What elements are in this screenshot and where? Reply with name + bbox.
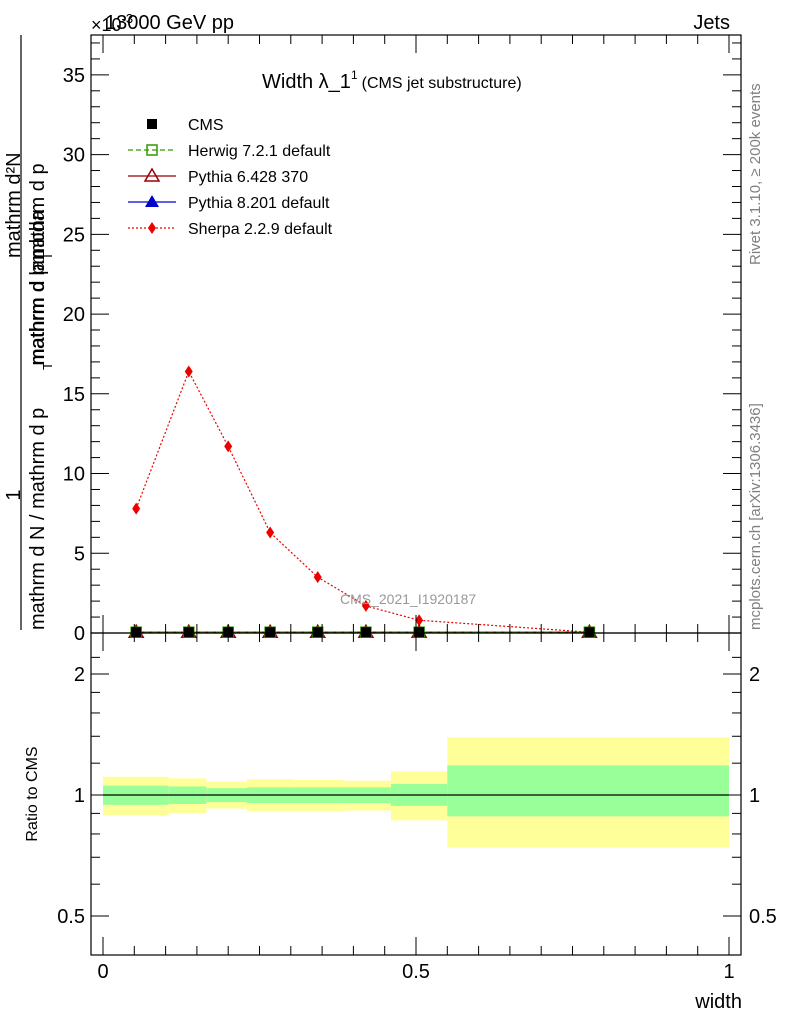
x-tick-label: 0: [97, 961, 108, 983]
legend: CMS Herwig 7.2.1 default Pythia 6.428 370 P…: [128, 117, 333, 238]
legend-marker: [147, 119, 157, 129]
series-point: [584, 627, 595, 638]
main-title-text: Width λ_1: [262, 71, 351, 93]
ratio-y-axis: 0.5 0.5 1 1 2 2: [57, 656, 777, 928]
series-point: [414, 627, 425, 638]
legend-entry: CMS: [147, 117, 224, 134]
legend-marker: [145, 195, 159, 207]
legend-marker: [148, 222, 156, 234]
ratio-y-tick-label: 1: [74, 785, 85, 807]
legend-label: CMS: [188, 117, 224, 134]
analysis-watermark: CMS_2021_I1920187: [340, 591, 476, 607]
series-point: [184, 365, 193, 378]
y-label-top: mathrm d²N: [3, 152, 25, 258]
legend-marker: [146, 144, 158, 156]
y-label-left-sub: T: [40, 362, 55, 370]
main-y-tick-label: 15: [63, 384, 85, 406]
main-y-tick-label: 5: [74, 543, 85, 565]
y-label-upper-sub: T: [40, 252, 55, 260]
legend-label: Herwig 7.2.1 default: [188, 143, 331, 160]
exponent-base: ×10: [91, 15, 122, 35]
legend-entry: Herwig 7.2.1 default: [128, 143, 331, 160]
ratio-y-tick-label-right: 0.5: [749, 906, 777, 928]
legend-entry: Sherpa 2.2.9 default: [128, 221, 333, 238]
ratio-y-tick-label-right: 2: [749, 664, 760, 686]
main-y-tick-label: 35: [63, 65, 85, 87]
exponent-label: ×10-3: [91, 11, 133, 35]
mcplots-label: mcplots.cern.ch [arXiv:1306.3436]: [747, 403, 764, 630]
main-y-axis: 0 5 10 15 20 25 30 35: [63, 42, 741, 645]
main-y-tick-label: 10: [63, 464, 85, 486]
ratio-y-tick-label: 0.5: [57, 906, 85, 928]
main-y-tick-label: 30: [63, 145, 85, 167]
legend-entry: Pythia 6.428 370: [128, 167, 308, 186]
legend-marker: [143, 167, 161, 182]
ratio-y-tick-label-right: 1: [749, 785, 760, 807]
exponent-power: -3: [122, 11, 134, 26]
series-point: [224, 440, 233, 453]
series-point: [360, 627, 371, 638]
series-line: [135, 370, 590, 633]
x-tick-label: 0.5: [402, 961, 430, 983]
legend-label: Pythia 8.201 default: [188, 195, 330, 212]
series-point: [266, 526, 275, 539]
ratio-y-tick-label: 2: [74, 664, 85, 686]
series-point: [361, 599, 370, 612]
rivet-label: Rivet 3.1.10, ≥ 200k events: [747, 83, 764, 265]
main-y-tick-label: 25: [63, 224, 85, 246]
legend-entry: Pythia 8.201 default: [128, 195, 330, 212]
category-label: Jets: [693, 12, 730, 34]
ratio-inner-band: [447, 765, 729, 817]
series-point: [131, 627, 142, 638]
y-label-upper-rest: mathrm d lambda: [27, 209, 49, 365]
ratio-x-axis: 0 0.5 1: [97, 633, 735, 983]
series-point: [132, 502, 141, 515]
ratio-panel-content: [103, 737, 729, 848]
x-tick-label: 1: [723, 961, 734, 983]
main-y-tick-label: 0: [74, 623, 85, 645]
main-x-ticks: [102, 35, 730, 633]
series-point: [312, 627, 323, 638]
x-axis-label: width: [694, 991, 742, 1013]
y-label-left-rest: mathrm d p: [27, 264, 49, 365]
legend-label: Pythia 6.428 370: [188, 169, 308, 186]
energy-label: 13000 GeV pp: [105, 12, 234, 34]
series-point: [265, 627, 276, 638]
main-title-superscript: 1: [351, 68, 358, 82]
main-y-label: 1 mathrm d²N mathrm d p T mathrm d lambd…: [3, 35, 55, 630]
main-title: Width λ_11 (CMS jet substructure): [262, 68, 522, 93]
y-label-upper: mathrm d p: [27, 163, 49, 264]
main-y-tick-label: 20: [63, 304, 85, 326]
y-label-left: mathrm d N / mathrm d p: [27, 408, 49, 630]
series-point: [313, 571, 322, 584]
series-point: [183, 627, 194, 638]
main-subtitle: (CMS jet substructure): [362, 75, 522, 92]
ratio-y-label: Ratio to CMS: [24, 746, 41, 841]
legend-label: Sherpa 2.2.9 default: [188, 221, 333, 238]
y-label-numerator: 1: [3, 489, 25, 500]
series-point: [415, 614, 424, 627]
